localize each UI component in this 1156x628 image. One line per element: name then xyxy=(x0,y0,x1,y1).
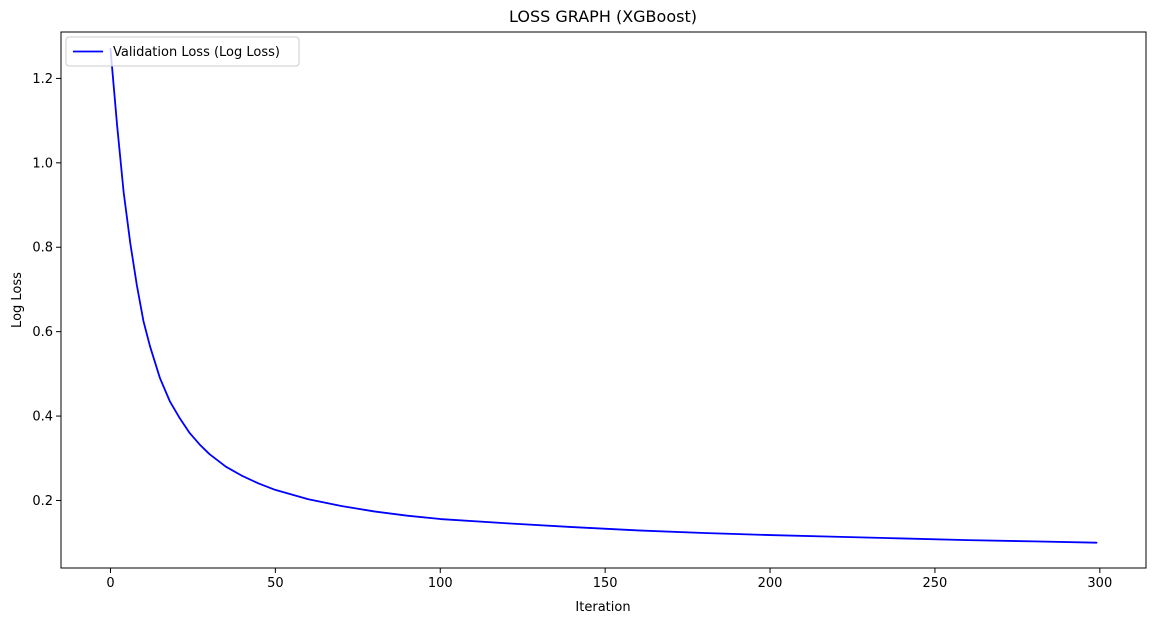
legend-label: Validation Loss (Log Loss) xyxy=(113,45,280,60)
x-axis-label: Iteration xyxy=(575,600,630,615)
legend: Validation Loss (Log Loss) xyxy=(65,36,300,67)
y-tick-label: 0.4 xyxy=(32,410,53,425)
y-axis-label: Log Loss xyxy=(10,272,25,328)
x-tick-label: 150 xyxy=(593,576,618,591)
chart-title: LOSS GRAPH (XGBoost) xyxy=(509,7,697,26)
plot-area xyxy=(60,31,1147,569)
y-axis-ticks: 0.2 0.4 0.6 0.8 1.0 1.2 xyxy=(32,72,61,509)
series-layer xyxy=(109,47,1098,544)
y-tick-label: 0.6 xyxy=(32,325,53,340)
x-axis-ticks: 0 50 100 150 200 250 300 xyxy=(106,568,1112,591)
x-tick-label: 50 xyxy=(267,576,284,591)
legend-box xyxy=(65,36,300,67)
x-tick-label: 200 xyxy=(758,576,783,591)
y-tick-label: 0.8 xyxy=(32,241,53,256)
y-tick-label: 1.2 xyxy=(32,72,53,87)
x-tick-label: 250 xyxy=(923,576,948,591)
series-line-0 xyxy=(109,47,1098,544)
y-tick-label: 1.0 xyxy=(32,156,53,171)
x-tick-label: 100 xyxy=(428,576,453,591)
x-tick-label: 0 xyxy=(106,576,114,591)
x-tick-label: 300 xyxy=(1087,576,1112,591)
y-tick-label: 0.2 xyxy=(32,494,53,509)
